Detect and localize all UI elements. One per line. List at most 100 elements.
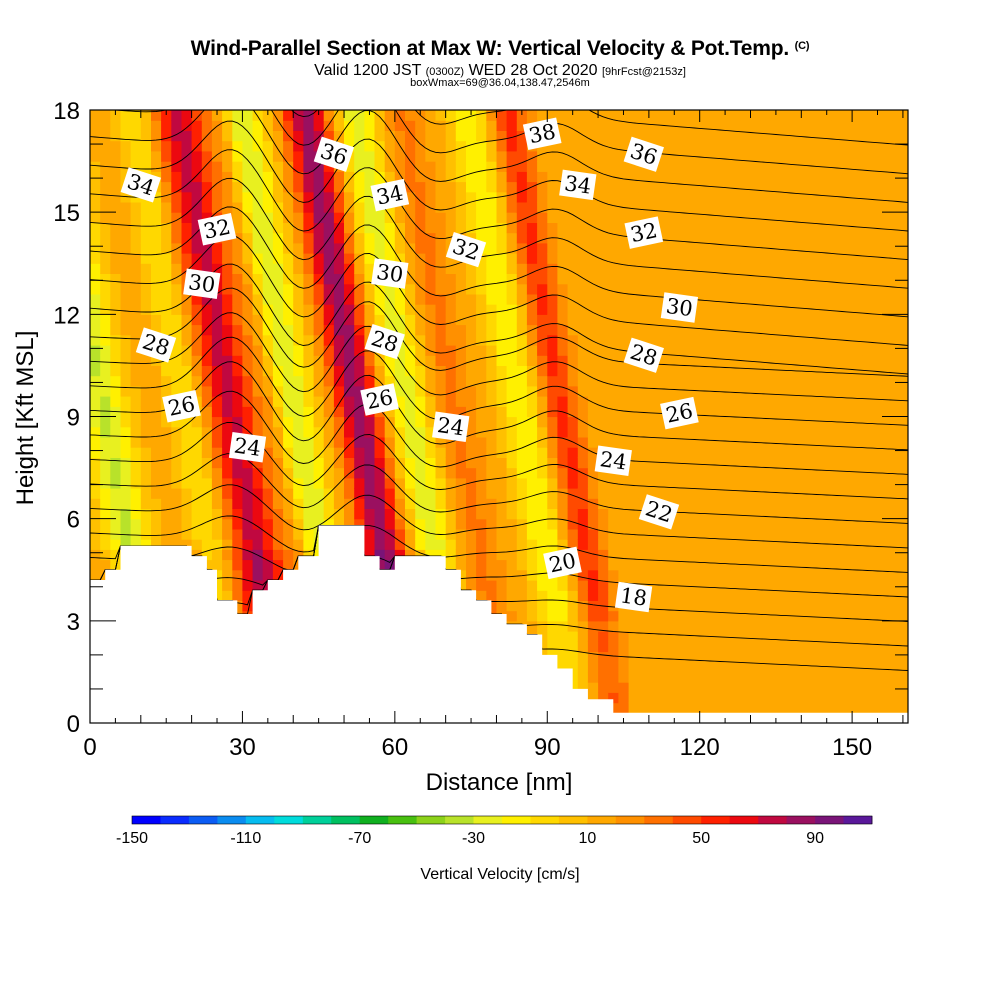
- velocity-cell: [496, 385, 508, 397]
- velocity-cell: [496, 467, 508, 479]
- velocity-cell: [283, 355, 294, 366]
- velocity-cell: [90, 498, 101, 509]
- velocity-cell: [293, 396, 304, 407]
- velocity-cell: [201, 253, 213, 264]
- velocity-cell: [201, 242, 213, 254]
- velocity-cell: [730, 569, 741, 581]
- velocity-cell: [892, 283, 904, 295]
- velocity-cell: [730, 406, 741, 418]
- velocity-cell: [781, 692, 792, 704]
- velocity-cell: [587, 641, 599, 653]
- velocity-cell: [161, 539, 172, 550]
- velocity-cell: [781, 447, 792, 458]
- velocity-cell: [781, 426, 792, 438]
- velocity-cell: [90, 396, 101, 407]
- velocity-cell: [811, 314, 823, 326]
- velocity-cell: [892, 212, 904, 223]
- velocity-cell: [262, 293, 274, 305]
- velocity-cell: [750, 641, 762, 653]
- velocity-cell: [222, 569, 233, 581]
- velocity-cell: [608, 140, 619, 152]
- velocity-cell: [862, 549, 874, 561]
- velocity-cell: [709, 283, 721, 295]
- velocity-cell: [425, 304, 437, 315]
- velocity-cell: [577, 631, 589, 642]
- velocity-cell: [384, 488, 396, 499]
- velocity-cell: [191, 518, 203, 530]
- velocity-cell: [862, 620, 874, 632]
- velocity-cell: [760, 620, 772, 632]
- velocity-cell: [628, 498, 640, 509]
- velocity-cell: [435, 130, 447, 142]
- velocity-cell: [892, 232, 904, 244]
- velocity-cell: [344, 253, 355, 264]
- velocity-cell: [740, 150, 752, 162]
- velocity-cell: [638, 293, 650, 305]
- velocity-cell: [354, 242, 365, 254]
- velocity-cell: [242, 161, 254, 172]
- velocity-cell: [171, 201, 183, 213]
- velocity-cell: [151, 467, 162, 479]
- velocity-cell: [577, 232, 589, 244]
- velocity-cell: [801, 416, 813, 428]
- velocity-cell: [476, 304, 487, 315]
- velocity-cell: [435, 293, 447, 305]
- velocity-cell: [283, 477, 294, 489]
- velocity-cell: [842, 447, 853, 458]
- velocity-cell: [557, 150, 569, 162]
- velocity-cell: [130, 345, 142, 356]
- contour-label-box: [228, 431, 267, 463]
- velocity-cell: [262, 191, 274, 203]
- velocity-cell: [547, 477, 559, 489]
- velocity-cell: [770, 580, 782, 591]
- velocity-cell: [567, 671, 579, 683]
- velocity-cell: [405, 488, 416, 499]
- velocity-cell: [323, 212, 335, 223]
- velocity-cell: [902, 406, 908, 418]
- velocity-cell: [466, 171, 477, 183]
- velocity-cell: [344, 385, 355, 397]
- velocity-cell: [283, 201, 294, 213]
- velocity-cell: [791, 212, 802, 223]
- velocity-cell: [791, 467, 802, 479]
- velocity-cell: [283, 212, 294, 223]
- velocity-cell: [425, 212, 437, 223]
- velocity-cell: [333, 171, 345, 183]
- velocity-cell: [720, 212, 731, 223]
- velocity-cell: [272, 539, 284, 550]
- velocity-cell: [201, 416, 213, 428]
- velocity-cell: [537, 610, 548, 622]
- velocity-cell: [811, 171, 823, 183]
- velocity-cell: [537, 283, 548, 295]
- velocity-cell: [516, 140, 528, 152]
- velocity-cell: [140, 528, 152, 540]
- velocity-cell: [466, 212, 477, 223]
- velocity-cell: [415, 120, 426, 131]
- velocity-cell: [811, 436, 823, 448]
- velocity-cell: [252, 508, 264, 520]
- velocity-cell: [902, 671, 908, 683]
- velocity-cell: [222, 253, 233, 264]
- velocity-cell: [638, 110, 650, 111]
- velocity-cell: [781, 263, 792, 274]
- velocity-cell: [374, 518, 386, 530]
- velocity-cell: [730, 498, 741, 509]
- velocity-cell: [781, 161, 792, 172]
- velocity-cell: [354, 426, 365, 438]
- velocity-cell: [120, 283, 132, 295]
- velocity-cell: [486, 120, 498, 131]
- velocity-cell: [801, 508, 813, 520]
- velocity-cell: [466, 436, 477, 448]
- velocity-cell: [902, 457, 908, 469]
- velocity-cell: [831, 518, 843, 530]
- velocity-cell: [831, 590, 843, 601]
- velocity-cell: [455, 518, 467, 530]
- velocity-cell: [882, 293, 894, 305]
- velocity-cell: [638, 191, 650, 203]
- velocity-cell: [130, 518, 142, 530]
- velocity-cell: [171, 212, 183, 223]
- velocity-cell: [90, 488, 101, 499]
- velocity-cell: [892, 600, 904, 612]
- velocity-cell: [781, 304, 792, 315]
- velocity-cell: [801, 181, 813, 193]
